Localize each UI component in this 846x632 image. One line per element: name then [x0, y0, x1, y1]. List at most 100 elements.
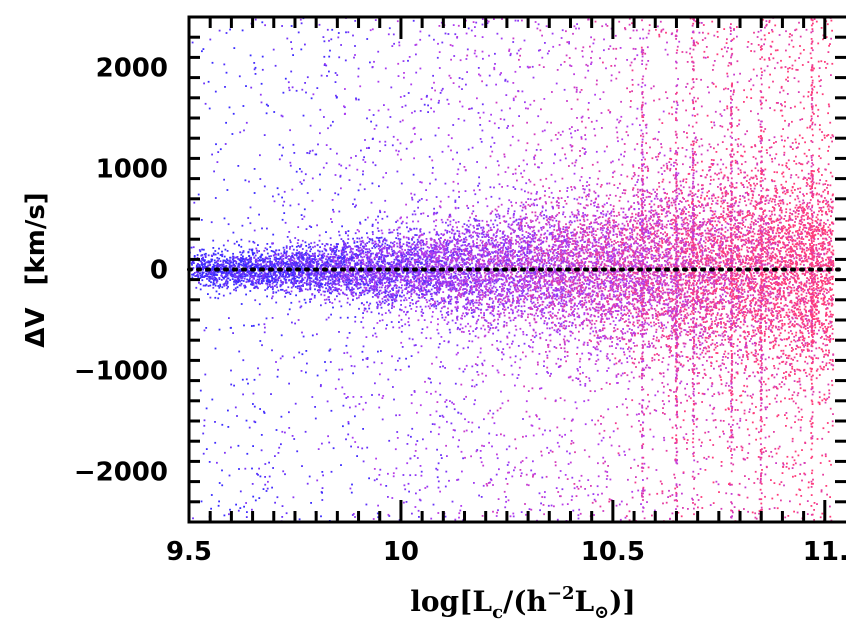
scatter-point [737, 254, 740, 256]
scatter-point [536, 254, 539, 257]
scatter-point [334, 280, 337, 282]
scatter-point [456, 328, 459, 331]
scatter-point [650, 193, 653, 195]
scatter-point [757, 290, 760, 292]
scatter-point [791, 324, 793, 327]
scatter-point [409, 302, 412, 304]
scatter-point [271, 297, 273, 300]
scatter-point [507, 289, 509, 292]
scatter-point [562, 279, 564, 281]
scatter-point [640, 197, 642, 200]
scatter-point [631, 237, 634, 240]
scatter-point [309, 301, 311, 303]
scatter-point [701, 277, 704, 280]
scatter-point [644, 267, 647, 270]
scatter-point [550, 281, 553, 283]
scatter-point [425, 242, 428, 245]
scatter-point [292, 248, 295, 251]
scatter-point [202, 284, 205, 287]
scatter-point [778, 266, 780, 269]
scatter-point [205, 261, 208, 264]
scatter-point [196, 254, 199, 256]
scatter-point [516, 284, 518, 287]
scatter-point [572, 240, 574, 242]
scatter-point [378, 286, 381, 289]
scatter-point [661, 361, 664, 363]
scatter-point [233, 288, 235, 291]
scatter-point [230, 268, 233, 271]
scatter-point [563, 305, 566, 308]
scatter-point [611, 286, 614, 289]
scatter-point [800, 231, 803, 233]
scatter-point [602, 252, 605, 254]
scatter-point [210, 258, 213, 261]
scatter-point [512, 319, 515, 321]
scatter-point [627, 325, 630, 327]
scatter-point [757, 293, 760, 296]
scatter-point [623, 242, 626, 245]
scatter-point [716, 238, 719, 241]
scatter-point [772, 236, 775, 239]
scatter-point [481, 293, 484, 296]
scatter-point [534, 283, 537, 286]
scatter-point [805, 301, 808, 304]
scatter-point [736, 372, 739, 375]
scatter-point [329, 237, 332, 240]
scatter-point [388, 231, 391, 234]
scatter-point [732, 258, 735, 260]
scatter-point [446, 239, 449, 242]
scatter-point [668, 199, 671, 202]
scatter-point [274, 272, 276, 275]
scatter-point [514, 239, 517, 242]
scatter-point [518, 236, 521, 239]
scatter-point [508, 281, 511, 284]
scatter-point [363, 303, 365, 306]
scatter-point [621, 229, 624, 231]
scatter-point [671, 334, 673, 337]
scatter-point [301, 239, 304, 242]
scatter-point [677, 279, 680, 282]
scatter-point [750, 242, 753, 245]
scatter-point [508, 312, 511, 314]
scatter-point [781, 361, 783, 363]
scatter-point [285, 289, 288, 292]
scatter-point [505, 248, 508, 251]
scatter-point [313, 296, 316, 299]
scatter-point [745, 341, 748, 344]
scatter-point [719, 257, 722, 260]
scatter-point [824, 283, 827, 285]
scatter-point [572, 310, 575, 312]
scatter-point [229, 256, 232, 259]
scatter-point [389, 296, 392, 299]
scatter-point [576, 260, 579, 262]
scatter-point [454, 277, 457, 280]
scatter-point [599, 330, 602, 332]
scatter-point [798, 255, 801, 258]
scatter-point [528, 286, 531, 289]
scatter-point [207, 273, 210, 276]
scatter-point [423, 252, 426, 254]
scatter-point [582, 271, 585, 273]
scatter-point [724, 217, 727, 220]
scatter-point [464, 254, 467, 257]
scatter-point [384, 273, 387, 276]
scatter-point [528, 283, 531, 286]
scatter-point [253, 277, 255, 280]
scatter-point [632, 305, 635, 307]
scatter-point [698, 212, 701, 214]
scatter-point [651, 378, 654, 381]
scatter-point [304, 253, 306, 255]
scatter-point [745, 365, 747, 367]
scatter-point [352, 266, 355, 269]
scatter-point [756, 233, 759, 236]
scatter-point [681, 263, 684, 266]
scatter-point [237, 258, 240, 260]
scatter-point [585, 317, 588, 320]
scatter-point [682, 263, 685, 266]
scatter-point [527, 281, 529, 283]
scatter-point [611, 298, 614, 301]
scatter-point [557, 256, 560, 258]
scatter-point [382, 291, 385, 294]
scatter-point [688, 276, 690, 279]
scatter-point [642, 305, 645, 307]
